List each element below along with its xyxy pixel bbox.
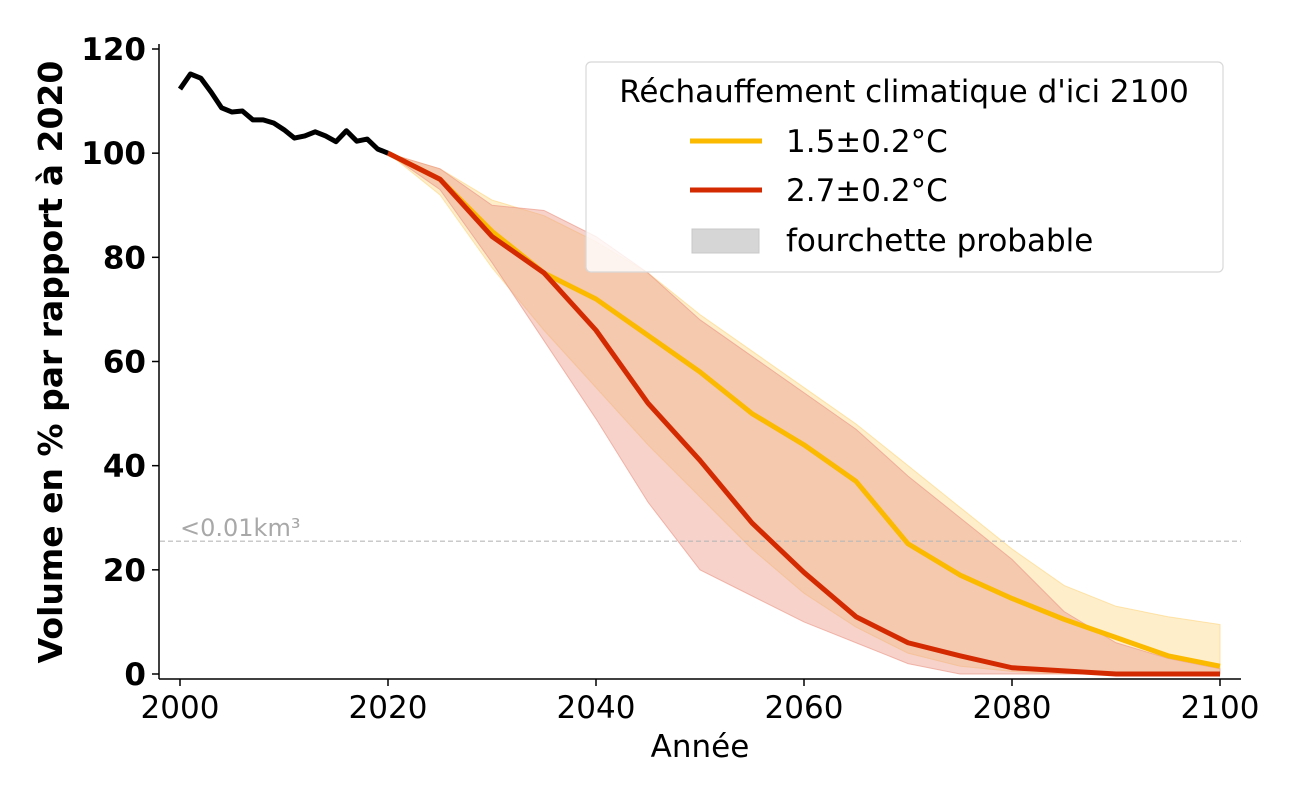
legend: Réchauffement climatique d'ici 2100 1.5±… xyxy=(585,61,1224,273)
threshold-group: <0.01km³ xyxy=(160,514,1241,542)
band-2-7-0-2-C xyxy=(387,152,1221,675)
y-tick-label: 80 xyxy=(103,240,146,276)
line-2-7-0-2-C xyxy=(386,150,1220,677)
y-tick-label: 40 xyxy=(103,449,146,485)
legend-label-2-7: 2.7±0.2°C xyxy=(786,173,948,209)
legend-frame xyxy=(585,61,1224,273)
y-tick-label: 0 xyxy=(124,657,146,693)
legend-label-range: fourchette probable xyxy=(786,223,1093,259)
y-tick-label: 120 xyxy=(81,32,146,68)
legend-title: Réchauffement climatique d'ici 2100 xyxy=(619,74,1189,110)
x-tick-label: 2080 xyxy=(973,690,1052,726)
x-tick-label: 2040 xyxy=(557,690,636,726)
band-1-5-0-2-C xyxy=(387,152,1221,675)
y-tick-label: 20 xyxy=(103,553,146,589)
x-tick-label: 2000 xyxy=(141,690,220,726)
y-tick-label: 60 xyxy=(103,345,146,381)
legend-swatch-range xyxy=(691,228,760,254)
line-historique xyxy=(177,71,389,156)
x-tick-label: 2060 xyxy=(765,690,844,726)
uncertainty-bands xyxy=(387,152,1221,675)
y-ticks: 0 20 40 60 80 100 120 xyxy=(81,32,159,693)
series-lines xyxy=(177,71,1221,677)
x-tick-label: 2100 xyxy=(1181,690,1260,726)
x-ticks: 2000 2020 2040 2060 2080 2100 xyxy=(141,679,1260,726)
legend-label-1-5: 1.5±0.2°C xyxy=(786,124,948,160)
threshold-label: <0.01km³ xyxy=(180,514,300,542)
x-tick-label: 2020 xyxy=(349,690,428,726)
x-axis-title: Année xyxy=(651,729,750,765)
y-tick-label: 100 xyxy=(81,136,146,172)
y-axis-title: Volume en % par rapport à 2020 xyxy=(31,61,70,664)
